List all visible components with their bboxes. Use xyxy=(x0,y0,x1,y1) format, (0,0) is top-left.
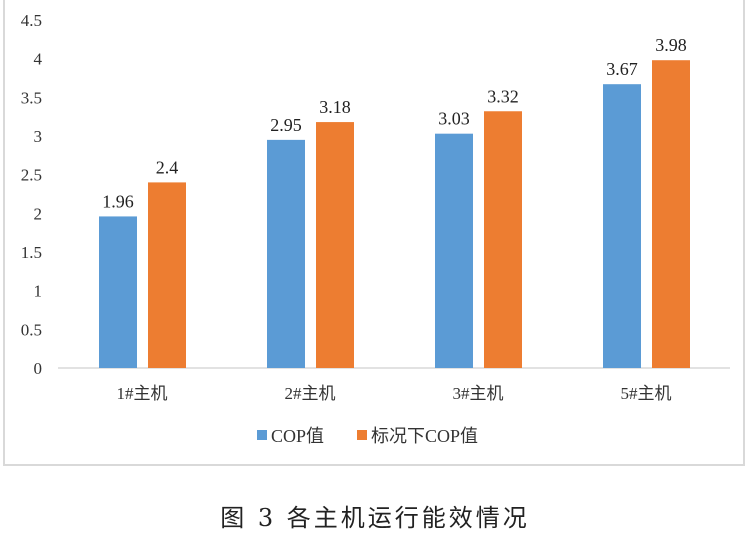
data-label: 2.95 xyxy=(270,115,302,135)
legend-swatch xyxy=(357,430,367,440)
y-tick-label: 3.5 xyxy=(21,88,42,107)
bar-standard-cop xyxy=(484,111,522,369)
y-tick-label: 3 xyxy=(34,127,43,146)
legend-label: COP值 xyxy=(271,426,324,446)
y-tick-label: 0.5 xyxy=(21,320,42,339)
bar-cop xyxy=(435,133,473,368)
legend-label: 标况下COP值 xyxy=(371,426,478,446)
x-tick-label: 1#主机 xyxy=(117,384,168,403)
data-label: 1.96 xyxy=(102,191,134,211)
y-tick-label: 2 xyxy=(34,204,43,223)
x-tick-label: 2#主机 xyxy=(285,384,336,403)
bar-cop xyxy=(99,216,137,368)
data-label: 3.67 xyxy=(606,59,638,79)
y-tick-label: 1 xyxy=(34,282,43,301)
x-tick-label: 5#主机 xyxy=(621,384,672,403)
bar-cop xyxy=(603,84,641,368)
bar-standard-cop xyxy=(652,60,690,369)
y-tick-label: 4 xyxy=(34,50,43,69)
x-tick-label: 3#主机 xyxy=(453,384,504,403)
chart-frame xyxy=(3,0,745,466)
bar-standard-cop xyxy=(148,182,186,368)
data-label: 3.32 xyxy=(487,86,519,106)
y-tick-label: 0 xyxy=(34,359,43,378)
y-tick-label: 1.5 xyxy=(21,243,42,262)
bar-cop xyxy=(267,139,305,368)
data-label: 3.98 xyxy=(655,35,687,55)
bar-standard-cop xyxy=(316,122,354,368)
data-label: 3.03 xyxy=(438,109,470,129)
legend-swatch xyxy=(257,430,267,440)
data-label: 3.18 xyxy=(319,97,351,117)
data-label: 2.4 xyxy=(156,157,179,177)
figure-caption: 图 3 各主机运行能效情况 xyxy=(220,504,530,532)
y-tick-label: 2.5 xyxy=(21,166,42,185)
y-tick-label: 4.5 xyxy=(21,11,42,30)
